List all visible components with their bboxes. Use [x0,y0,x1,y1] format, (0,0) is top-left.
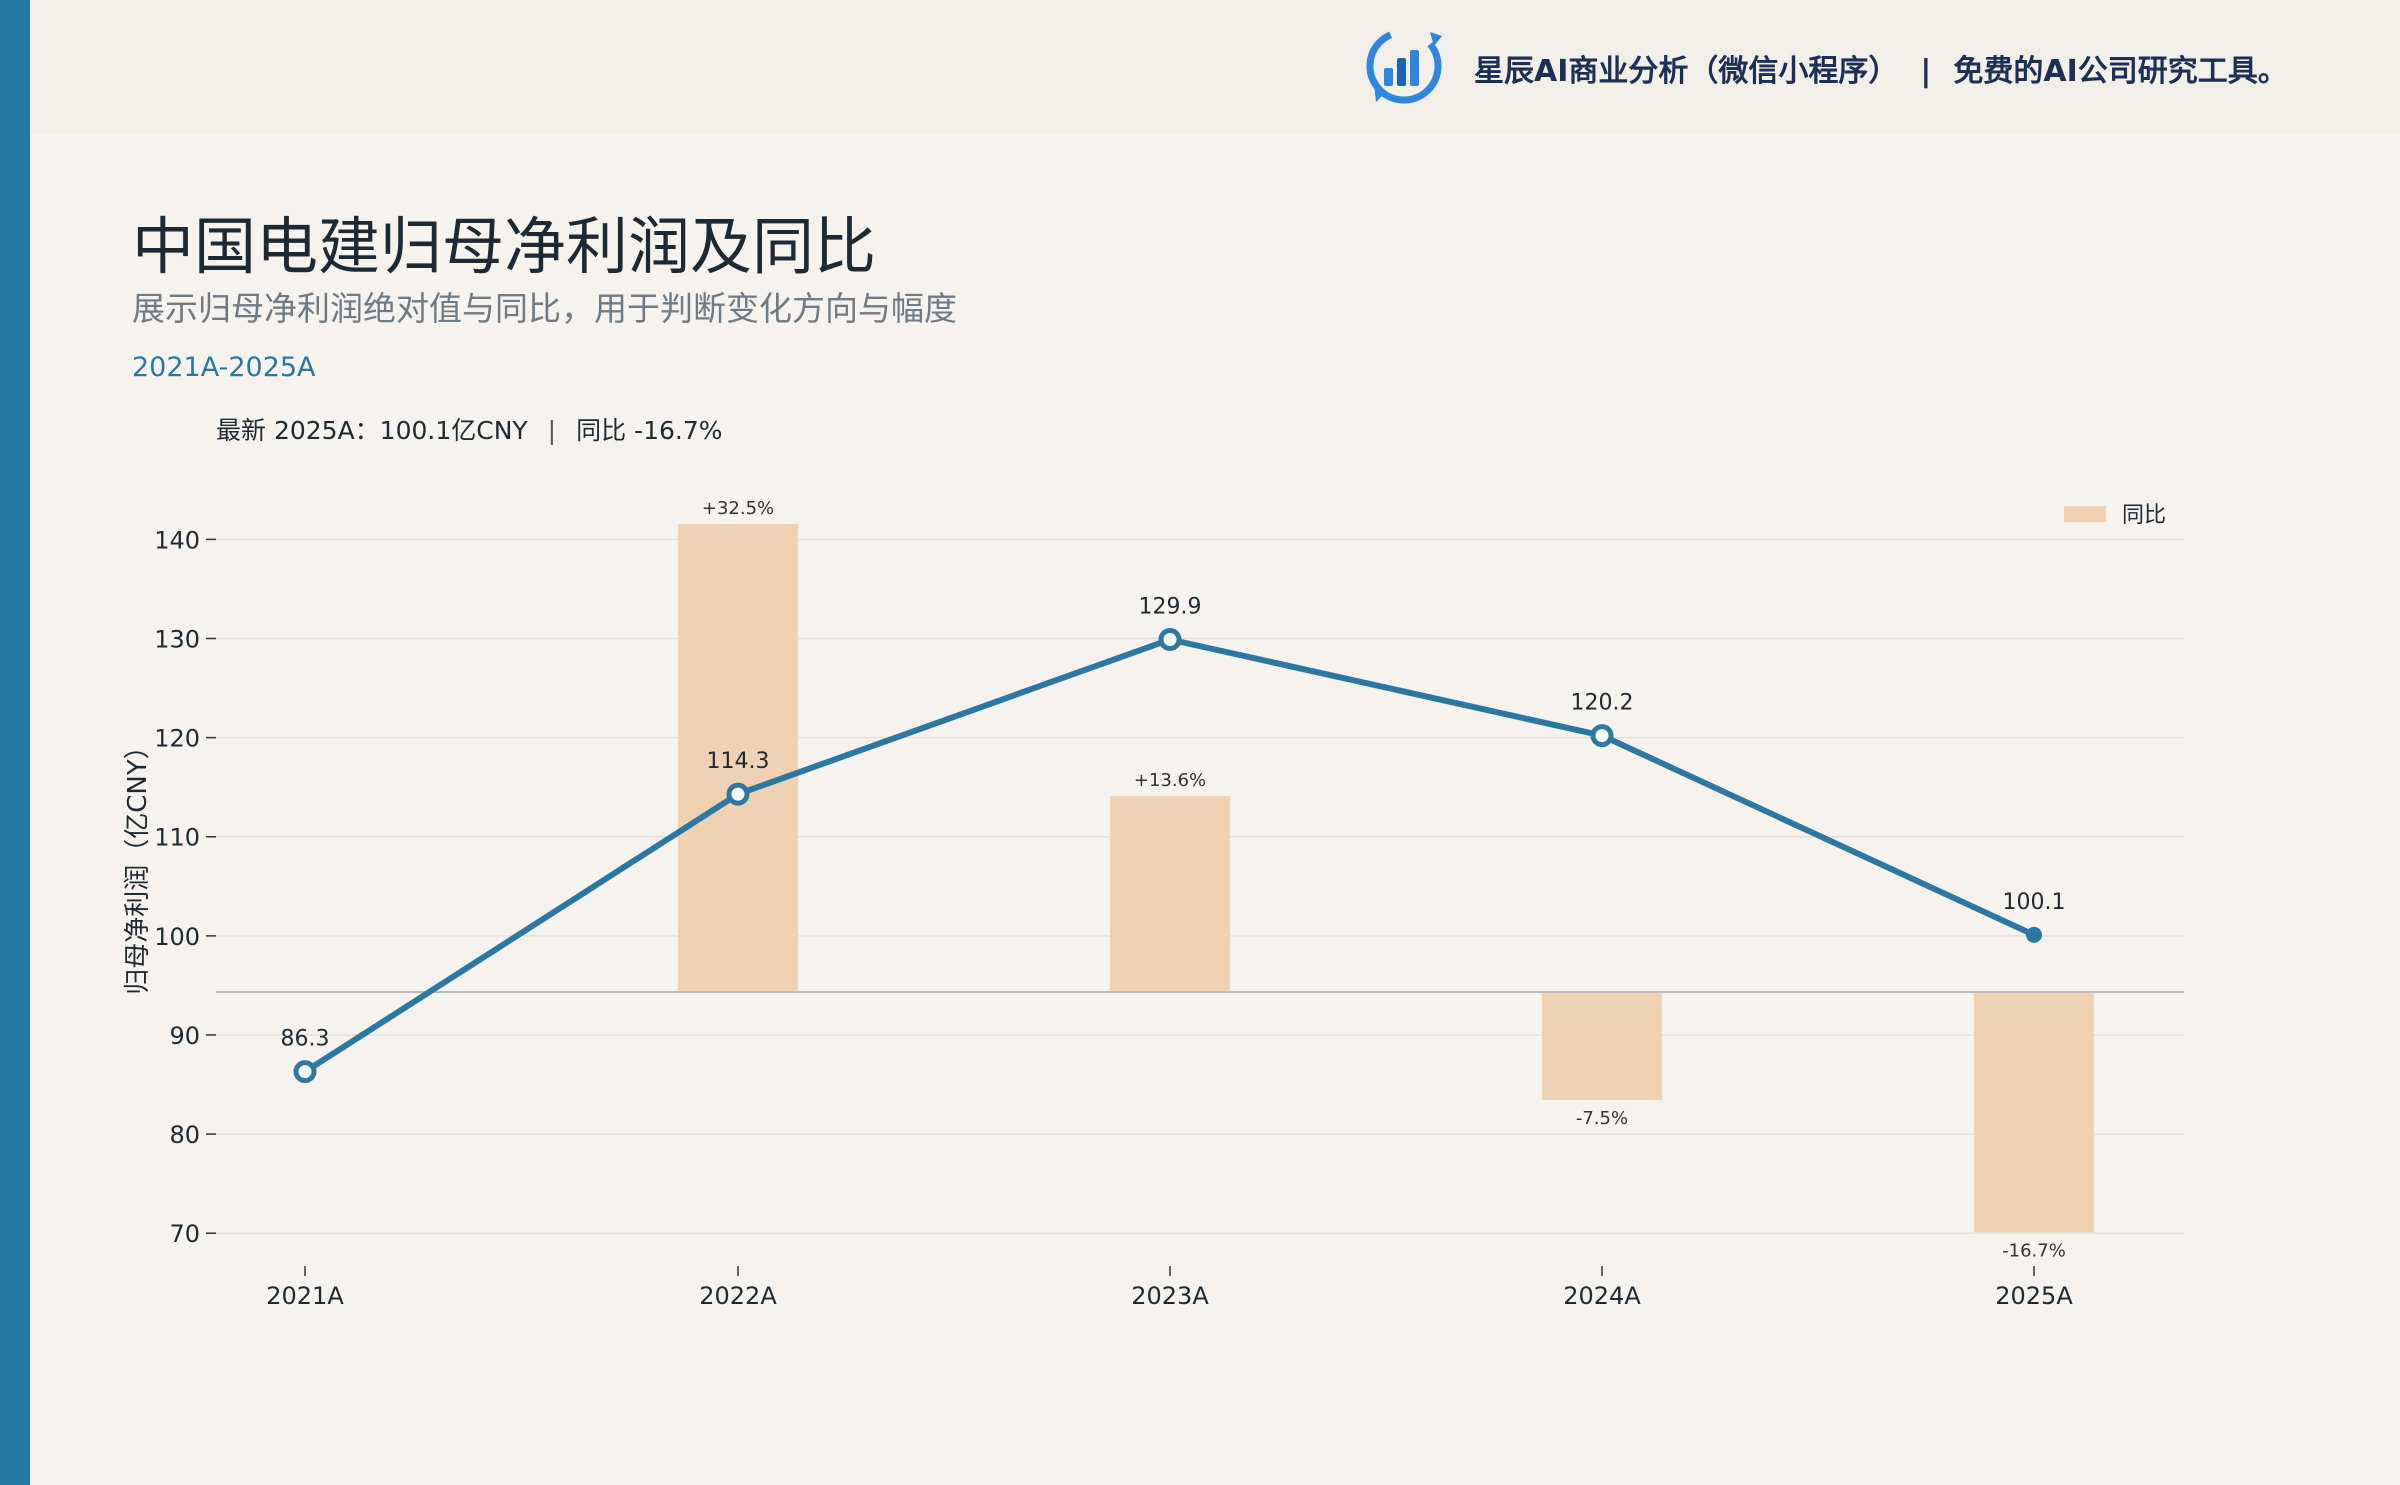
profit-point [1593,727,1611,745]
x-tick-label: 2022A [699,1282,777,1310]
x-tick-label: 2021A [266,1282,344,1310]
profit-point [729,785,747,803]
legend-swatch [2064,506,2106,522]
profit-point-label: 100.1 [2003,890,2066,915]
profit-point [1161,630,1179,648]
y-tick-label: 90 [169,1022,200,1050]
y-tick-label: 70 [169,1220,200,1248]
profit-point-label: 114.3 [707,749,770,774]
yoy-bar-label: +32.5% [702,498,774,519]
y-tick-label: 80 [169,1121,200,1149]
profit-point [2026,927,2042,943]
x-tick-label: 2023A [1131,1282,1209,1310]
profit-point-label: 86.3 [281,1027,330,1052]
y-tick-label: 100 [154,923,200,951]
x-tick-label: 2025A [1995,1282,2073,1310]
profit-point-label: 120.2 [1571,691,1634,716]
yoy-bar [1974,992,2094,1232]
yoy-bar-label: +13.6% [1134,770,1206,791]
y-axis-label: 归母净利润（亿CNY） [123,733,153,995]
yoy-bar [1542,992,1662,1100]
profit-point [296,1063,314,1081]
yoy-bar [1110,796,1230,992]
profit-point-label: 129.9 [1139,594,1202,619]
legend-label: 同比 [2122,503,2166,528]
x-tick-label: 2024A [1563,1282,1641,1310]
y-tick-label: 110 [154,824,200,852]
y-tick-label: 130 [154,626,200,654]
y-tick-label: 120 [154,725,200,753]
yoy-bar-label: -16.7% [2002,1240,2066,1261]
y-tick-label: 140 [154,526,200,554]
yoy-bar-label: -7.5% [1576,1108,1628,1129]
